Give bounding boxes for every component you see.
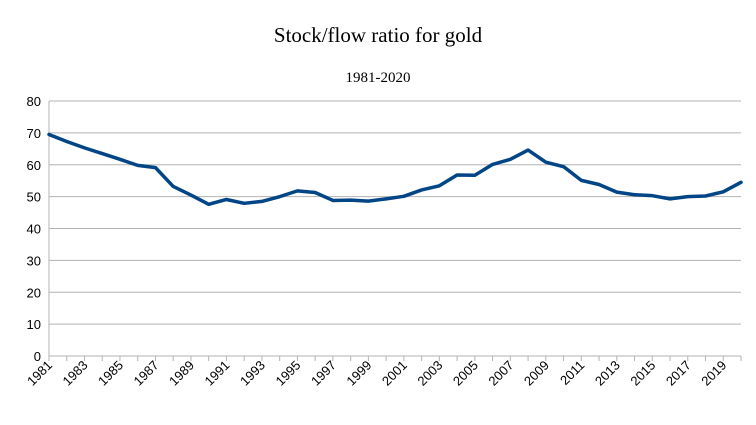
y-tick-label-50: 50 — [27, 190, 41, 205]
x-tick-label-1987: 1987 — [131, 358, 162, 389]
y-tick-label-80: 80 — [27, 94, 41, 109]
x-tick-label-1999: 1999 — [343, 358, 374, 389]
axes — [48, 101, 741, 357]
x-tick-label-1991: 1991 — [201, 358, 232, 389]
x-tick-label-1995: 1995 — [272, 358, 303, 389]
gridlines — [49, 100, 741, 357]
chart-subtitle: 1981-2020 — [346, 70, 411, 86]
x-tick-label-2001: 2001 — [379, 358, 410, 389]
x-tick-label-2007: 2007 — [485, 358, 516, 389]
y-tick-label-40: 40 — [27, 222, 41, 237]
y-tick-label-10: 10 — [27, 317, 41, 332]
y-tick-label-0: 0 — [34, 349, 41, 364]
series-line-0 — [47, 132, 743, 207]
x-axis-ticks: 1981 1983 1985 1987 1989 1991 1993 1995 1997 1999… — [24, 356, 742, 389]
x-tick-label-1993: 1993 — [237, 358, 268, 389]
x-tick-label-2005: 2005 — [450, 358, 481, 389]
y-axis-ticks: 0 10 20 30 40 50 60 70 80 — [27, 94, 41, 364]
x-tick-label-2017: 2017 — [663, 358, 694, 389]
y-tick-label-60: 60 — [27, 158, 41, 173]
chart-title: Stock/flow ratio for gold — [274, 23, 483, 47]
x-tick-label-2003: 2003 — [414, 358, 445, 389]
x-tick-label-1983: 1983 — [60, 358, 91, 389]
y-tick-label-30: 30 — [27, 253, 41, 268]
series-layer — [47, 132, 743, 207]
x-tick-label-1981: 1981 — [24, 358, 55, 389]
x-tick-label-2013: 2013 — [592, 358, 623, 389]
x-tick-label-1989: 1989 — [166, 358, 197, 389]
x-tick-label-1997: 1997 — [308, 358, 339, 389]
x-tick-label-2009: 2009 — [521, 358, 552, 389]
x-tick-label-2019: 2019 — [698, 358, 729, 389]
x-tick-label-2015: 2015 — [627, 358, 658, 389]
x-tick-label-1985: 1985 — [95, 358, 126, 389]
x-tick-label-2011: 2011 — [557, 358, 587, 388]
y-tick-label-70: 70 — [27, 126, 41, 141]
y-tick-label-20: 20 — [27, 285, 41, 300]
